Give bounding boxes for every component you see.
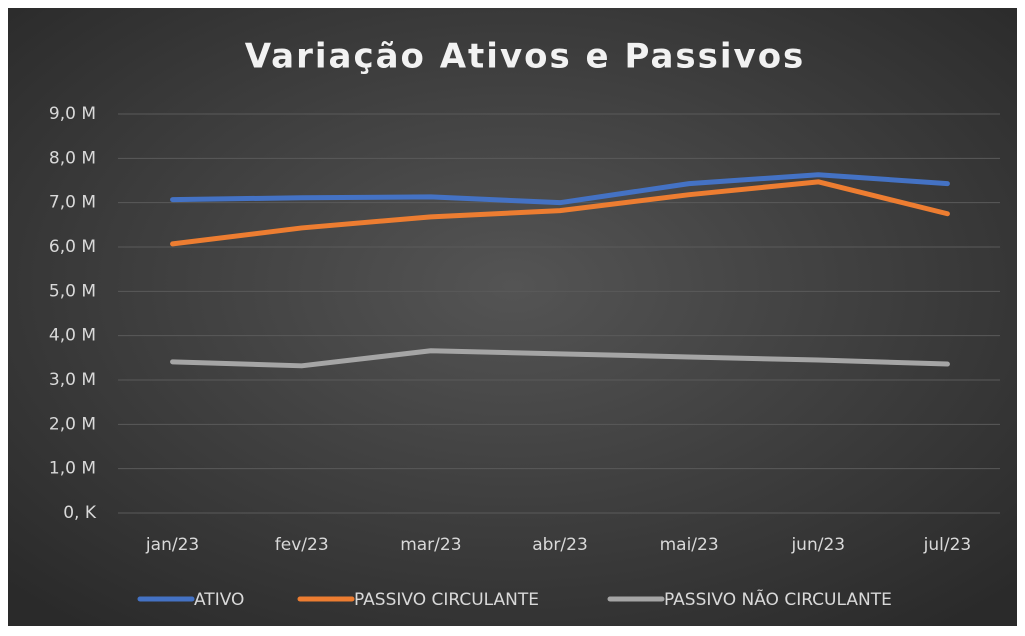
x-tick-label: mar/23 [400, 535, 461, 555]
legend-label: PASSIVO NÃO CIRCULANTE [664, 588, 892, 610]
legend-label: ATIVO [194, 590, 244, 610]
y-tick-label: 7,0 M [49, 193, 96, 213]
x-tick-label: jul/23 [923, 535, 972, 555]
x-tick-label: jan/23 [145, 535, 199, 555]
chart-title: Variação Ativos e Passivos [245, 37, 806, 77]
series-line [170, 348, 950, 369]
y-tick-label: 9,0 M [49, 104, 96, 124]
x-tick-label: mai/23 [660, 535, 719, 555]
y-tick-label: 0, K [63, 503, 97, 523]
y-tick-label: 6,0 M [49, 237, 96, 257]
y-tick-label: 4,0 M [49, 326, 96, 346]
x-tick-label: abr/23 [532, 535, 588, 555]
y-tick-label: 5,0 M [49, 281, 96, 301]
y-tick-label: 2,0 M [49, 414, 96, 434]
series-line [170, 172, 950, 206]
y-tick-label: 1,0 M [49, 459, 96, 479]
y-tick-label: 3,0 M [49, 370, 96, 390]
chart-background [8, 8, 1017, 626]
y-tick-label: 8,0 M [49, 148, 96, 168]
series-line [170, 179, 950, 247]
x-tick-label: jun/23 [790, 535, 845, 555]
x-tick-label: fev/23 [275, 535, 329, 555]
legend-label: PASSIVO CIRCULANTE [354, 590, 539, 610]
